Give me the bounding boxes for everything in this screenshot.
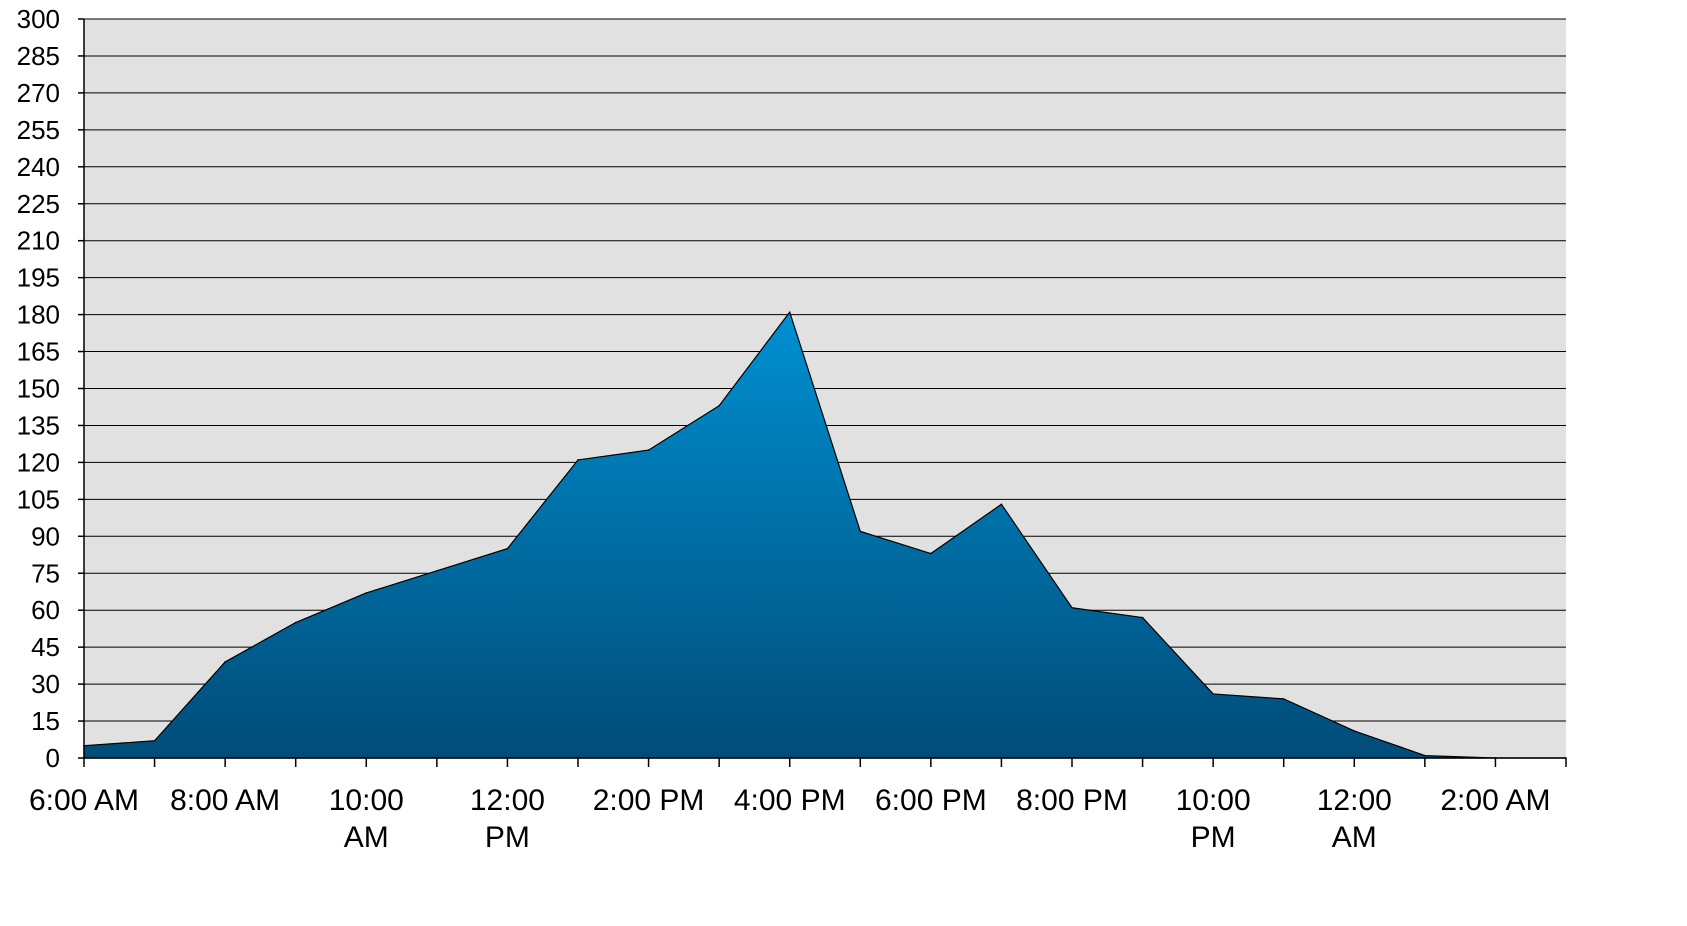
x-tick-label: 12:00 — [1317, 784, 1392, 817]
data-point — [577, 459, 579, 461]
x-tick-label: 4:00 PM — [734, 784, 846, 817]
y-tick-label: 195 — [17, 263, 60, 293]
y-tick-label: 285 — [17, 41, 60, 71]
y-tick-label: 255 — [17, 115, 60, 145]
y-tick-label: 15 — [31, 706, 60, 736]
y-tick-label: 225 — [17, 189, 60, 219]
data-point — [1000, 503, 1003, 506]
y-tick-label: 120 — [17, 447, 60, 477]
y-tick-label: 210 — [17, 226, 60, 256]
x-tick-label: PM — [485, 821, 530, 854]
data-point — [294, 621, 297, 624]
y-tick-labels: 0 15 30 45 60 75 90 105 120 135 150 165 180 195 210 225… — [17, 4, 60, 773]
x-tick-label: AM — [1332, 821, 1377, 854]
x-tick-label: 10:00 — [1176, 784, 1251, 817]
y-tick-label: 105 — [17, 484, 60, 514]
data-point — [506, 547, 509, 550]
data-point — [1071, 606, 1073, 609]
x-tick-label: 8:00 PM — [1016, 784, 1128, 817]
y-tick-label: 240 — [17, 152, 60, 182]
data-point — [859, 530, 862, 533]
y-tick-label: 75 — [31, 558, 60, 588]
data-point — [1141, 616, 1144, 619]
y-tick-label: 30 — [31, 669, 60, 699]
data-point — [647, 449, 650, 451]
y-tick-label: 60 — [31, 595, 60, 625]
x-tick-label: 8:00 AM — [170, 784, 280, 817]
data-point — [930, 552, 932, 555]
x-tick-label: 6:00 AM — [29, 784, 139, 817]
x-tick-label: 12:00 — [470, 784, 545, 817]
data-point — [788, 311, 791, 313]
data-point — [1282, 698, 1285, 700]
y-tick-label: 180 — [17, 300, 60, 330]
data-point — [1212, 693, 1214, 695]
x-tick-label: 2:00 PM — [593, 784, 705, 817]
x-tick-labels: 6:00 AM 8:00 AM 10:00 AM 12:00 PM 2:00 PM 4:00 … — [29, 784, 1551, 854]
x-tick-label: 10:00 — [329, 784, 404, 817]
x-tick-label: PM — [1191, 821, 1236, 854]
data-point — [365, 592, 368, 594]
axes — [78, 18, 1567, 767]
y-tick-label: 150 — [17, 374, 60, 404]
data-point — [224, 661, 226, 663]
data-point — [718, 404, 720, 407]
data-point — [153, 739, 156, 742]
x-tick-label: AM — [344, 821, 389, 854]
data-point — [436, 569, 438, 572]
x-tick-label: 2:00 AM — [1440, 784, 1550, 817]
data-point — [1424, 754, 1426, 757]
y-tick-label: 135 — [17, 410, 60, 440]
y-tick-label: 300 — [17, 4, 60, 34]
data-point — [1353, 730, 1356, 732]
y-tick-label: 270 — [17, 78, 60, 108]
y-tick-label: 165 — [17, 337, 60, 367]
x-tick-label: 6:00 PM — [875, 784, 987, 817]
y-tick-label: 0 — [46, 743, 60, 773]
y-tick-label: 45 — [31, 632, 60, 662]
y-tick-label: 90 — [31, 521, 60, 551]
series-area-fill — [83, 311, 1567, 759]
